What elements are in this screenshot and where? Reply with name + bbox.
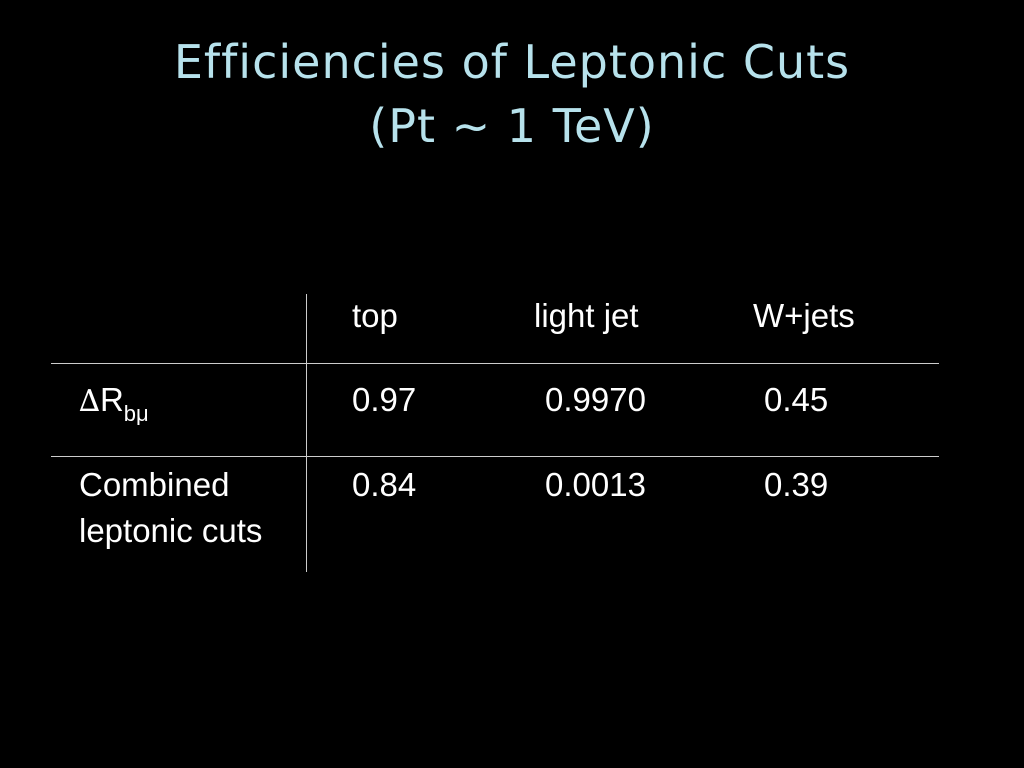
title-line-2: (Pt ~ 1 TeV)	[369, 99, 655, 153]
row-label-combined-line-1: Combined	[79, 466, 230, 503]
delta-symbol: ∆	[79, 384, 100, 419]
table-vertical-divider	[306, 294, 307, 572]
table-row-divider	[51, 456, 939, 457]
row-label-subscript: bμ	[123, 401, 149, 426]
title-line-1: Efficiencies of Leptonic Cuts	[173, 35, 851, 89]
cell-delta-r-top: 0.97	[352, 381, 417, 418]
cell-combined-light-jet: 0.0013	[545, 466, 646, 503]
cell-combined-top: 0.84	[352, 466, 417, 503]
table-header-divider	[51, 363, 939, 364]
row-label-main: R	[99, 381, 124, 418]
column-header-w-jets: W+jets	[753, 297, 855, 334]
cell-combined-w-jets: 0.39	[764, 466, 829, 503]
cell-delta-r-light-jet: 0.9970	[545, 381, 646, 418]
slide-title: Efficiencies of Leptonic Cuts (Pt ~ 1 Te…	[0, 30, 1024, 158]
row-label-combined-line-2: leptonic cuts	[79, 512, 263, 549]
column-header-light-jet: light jet	[534, 297, 639, 334]
row-label-delta-r: ∆Rbμ	[79, 377, 149, 427]
column-header-top: top	[352, 297, 398, 334]
cell-delta-r-w-jets: 0.45	[764, 381, 829, 418]
